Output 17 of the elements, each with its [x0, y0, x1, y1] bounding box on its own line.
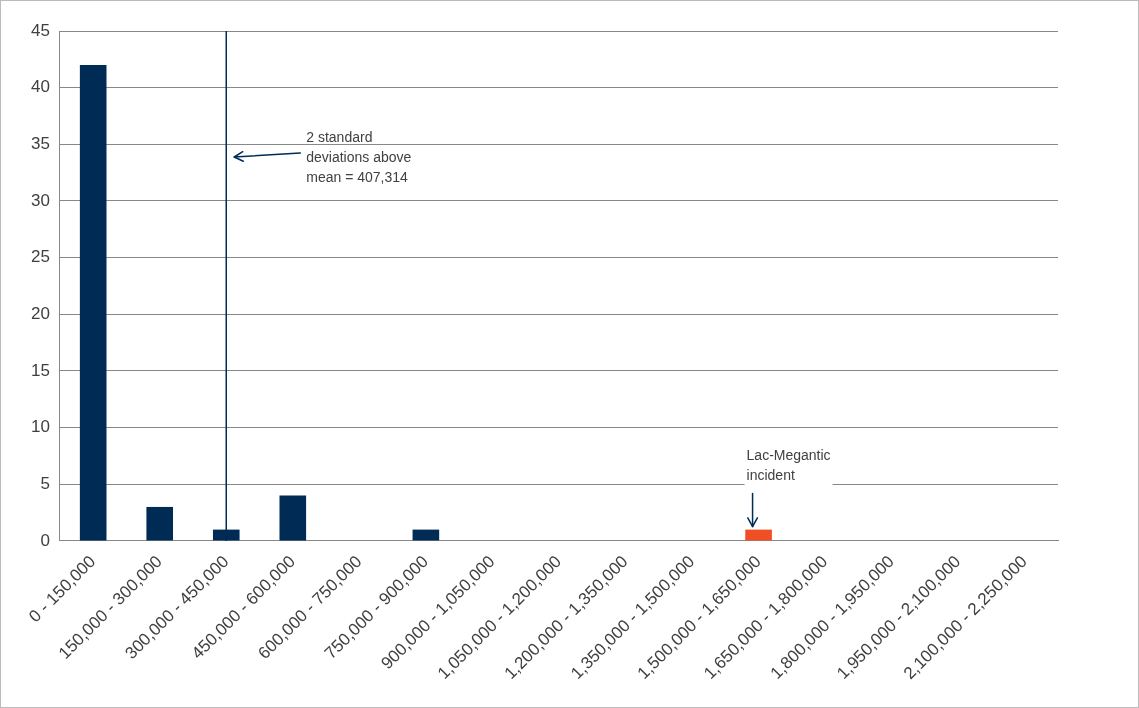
y-tick-label: 25 [30, 247, 50, 267]
bar [412, 529, 440, 541]
y-tick-label: 0 [40, 530, 50, 550]
bar [79, 65, 107, 541]
y-tick-label: 5 [40, 473, 50, 493]
ref-line-label: 2 standard deviations above mean = 407,314 [306, 128, 412, 185]
bar [745, 529, 772, 541]
bar [146, 506, 174, 541]
y-tick-label: 40 [30, 77, 50, 97]
y-tick-label: 15 [30, 360, 50, 380]
bar [279, 495, 307, 541]
y-tick-label: 35 [30, 134, 50, 154]
y-tick-label: 10 [30, 417, 50, 437]
y-tick-label: 45 [30, 20, 50, 40]
y-tick-label: 30 [30, 190, 50, 210]
annotation: Lac-Megantic incident [746, 447, 831, 484]
y-tick-label: 20 [30, 303, 50, 323]
